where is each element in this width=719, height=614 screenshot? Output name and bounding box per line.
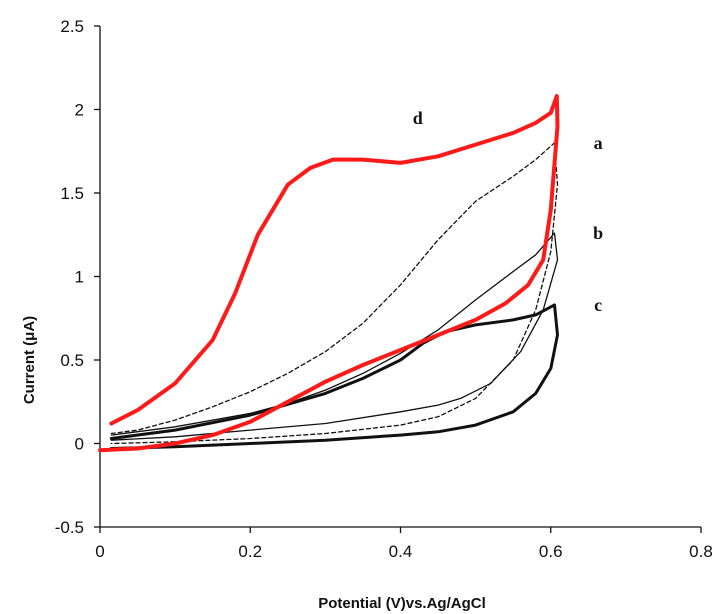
y-tick-label: 1 bbox=[75, 268, 84, 287]
series-label-d: d bbox=[413, 108, 423, 128]
y-tick-label: 2.5 bbox=[60, 17, 84, 36]
series-labels: a b c d bbox=[413, 108, 603, 315]
x-tick-label: 0.8 bbox=[689, 542, 713, 561]
x-tick-label: 0.6 bbox=[539, 542, 563, 561]
y-tick-label: 2 bbox=[75, 101, 84, 120]
series-line-c bbox=[109, 303, 559, 450]
x-axis-title: Potential (V)vs.Ag/AgCl bbox=[318, 595, 486, 612]
series-line-a bbox=[110, 142, 559, 445]
x-tick-label: 0.4 bbox=[389, 542, 413, 561]
series-label-c: c bbox=[594, 295, 602, 315]
y-tick-label: -0.5 bbox=[55, 518, 84, 537]
y-tick-label: 0 bbox=[75, 435, 84, 454]
series-layer bbox=[98, 94, 560, 453]
y-axis-title: Current (μA) bbox=[21, 316, 38, 404]
y-tick-label: 0.5 bbox=[60, 351, 84, 370]
series-label-b: b bbox=[593, 223, 603, 243]
series-label-a: a bbox=[594, 133, 603, 153]
x-tick-label: 0.2 bbox=[238, 542, 262, 561]
series-line-b bbox=[110, 232, 559, 441]
series-line-d bbox=[98, 94, 560, 453]
x-tick-label: 0 bbox=[95, 542, 104, 561]
y-tick-label: 1.5 bbox=[60, 184, 84, 203]
axes: -0.5 0 0.5 1 1.5 2 2.5 0 0.2 0.4 0.6 0.8 bbox=[55, 17, 713, 561]
